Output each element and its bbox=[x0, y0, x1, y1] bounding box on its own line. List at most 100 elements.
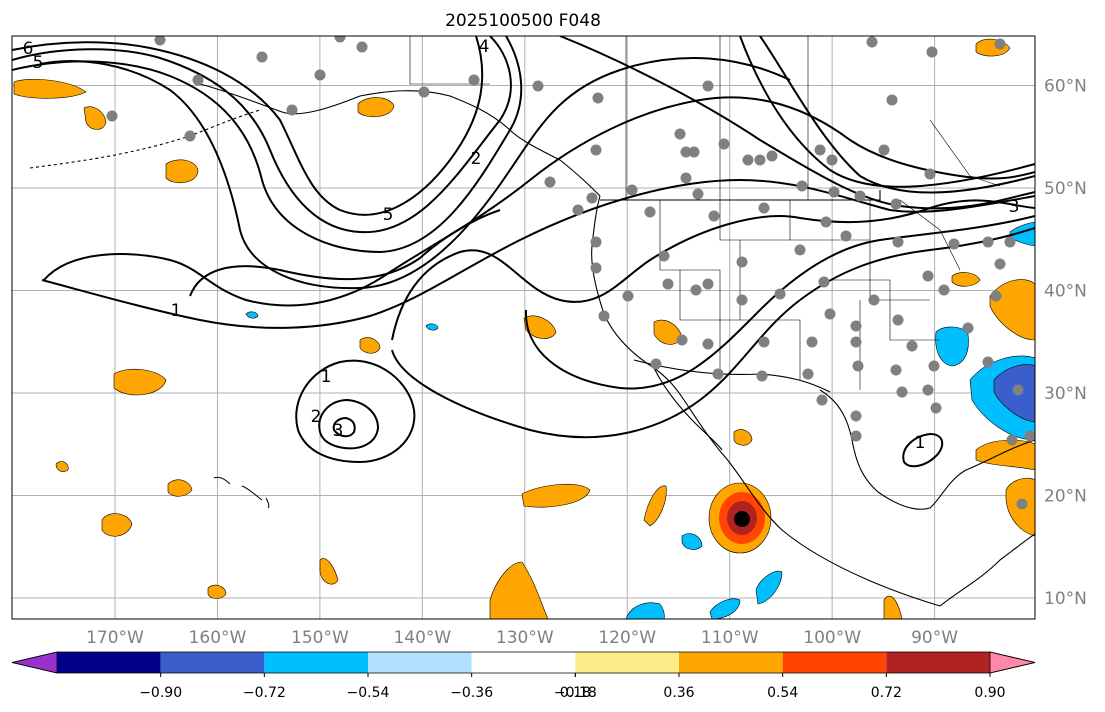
station-dot bbox=[922, 384, 934, 396]
station-dot bbox=[796, 180, 808, 192]
station-dot bbox=[690, 284, 702, 296]
station-dot bbox=[794, 244, 806, 256]
lat-tick-label: 50°N bbox=[1044, 179, 1087, 199]
station-dot bbox=[990, 290, 1002, 302]
station-dot bbox=[192, 74, 204, 86]
station-dot bbox=[828, 186, 840, 198]
station-dot bbox=[816, 394, 828, 406]
map-area: 1 1 1 2 2 3 3 4 5 5 6 bbox=[12, 36, 1035, 619]
lon-tick-label: 90°W bbox=[911, 628, 958, 648]
contour-lines bbox=[12, 36, 1035, 468]
lon-tick-label: 150°W bbox=[291, 628, 349, 648]
contour-label: 1 bbox=[915, 433, 926, 453]
positive-anomaly bbox=[319, 558, 339, 585]
station-dot bbox=[712, 368, 724, 380]
positive-anomaly bbox=[55, 461, 69, 472]
station-dot bbox=[658, 250, 670, 262]
positive-anomaly bbox=[489, 561, 549, 619]
station-dot bbox=[590, 144, 602, 156]
station-dot bbox=[754, 154, 766, 166]
positive-anomaly bbox=[975, 439, 1035, 471]
lon-tick-label: 100°W bbox=[803, 628, 861, 648]
station-dot bbox=[866, 36, 878, 48]
colorbar-extend-min bbox=[11, 651, 58, 674]
colorbar-segment bbox=[471, 652, 576, 673]
station-dot bbox=[922, 270, 934, 282]
station-dot bbox=[544, 176, 556, 188]
lon-tick-label: 120°W bbox=[598, 628, 656, 648]
station-dot bbox=[806, 336, 818, 348]
colorbar-segment bbox=[679, 652, 783, 673]
station-dot bbox=[674, 128, 686, 140]
contour-label: 1 bbox=[321, 367, 332, 387]
colorbar-tick-label: 0.72 bbox=[871, 685, 902, 701]
contour-line bbox=[559, 36, 1035, 210]
negative-anomaly bbox=[681, 533, 703, 550]
central-america bbox=[939, 533, 1035, 607]
station-dot bbox=[886, 94, 898, 106]
station-dot bbox=[1024, 430, 1035, 442]
station-dot bbox=[758, 202, 770, 214]
latitude-labels: 10°N 20°N 30°N 40°N 50°N 60°N bbox=[1044, 77, 1087, 610]
aleutians bbox=[29, 109, 261, 169]
lon-tick-label: 140°W bbox=[393, 628, 451, 648]
station-dot bbox=[622, 290, 634, 302]
lat-tick-label: 10°N bbox=[1044, 589, 1087, 609]
colorbar-tick-label: 0.90 bbox=[974, 685, 1005, 701]
colorbar-tick-label: 0.18 bbox=[560, 685, 591, 701]
station-dot bbox=[736, 256, 748, 268]
station-dot bbox=[592, 92, 604, 104]
station-dot bbox=[742, 154, 754, 166]
station-dot bbox=[286, 104, 298, 116]
station-dot bbox=[736, 294, 748, 306]
station-dot bbox=[468, 74, 480, 86]
lat-tick-label: 30°N bbox=[1044, 384, 1087, 404]
station-dot bbox=[184, 130, 196, 142]
station-dot bbox=[850, 320, 862, 332]
colorbar-segment bbox=[575, 652, 679, 673]
positive-anomaly bbox=[359, 337, 381, 354]
contour-label: 1 bbox=[171, 301, 182, 321]
station-dot bbox=[1006, 434, 1018, 446]
positive-anomaly bbox=[643, 485, 667, 527]
station-dot bbox=[662, 278, 674, 290]
positive-anomaly bbox=[113, 368, 167, 396]
map-frame bbox=[11, 35, 1036, 620]
station-dot bbox=[356, 41, 368, 53]
station-dot bbox=[818, 276, 830, 288]
contour-label: 2 bbox=[471, 149, 482, 169]
station-dot bbox=[826, 154, 838, 166]
positive-anomaly bbox=[357, 97, 395, 118]
lon-tick-label: 160°W bbox=[189, 628, 247, 648]
station-dot bbox=[850, 410, 862, 422]
station-dot bbox=[532, 80, 544, 92]
lat-tick-label: 20°N bbox=[1044, 487, 1087, 507]
station-dot bbox=[650, 358, 662, 370]
station-dot bbox=[702, 278, 714, 290]
chart-title: 2025100500 F048 bbox=[445, 11, 601, 31]
station-dot bbox=[766, 150, 778, 162]
negative-anomaly bbox=[709, 598, 741, 619]
station-dot bbox=[930, 402, 942, 414]
station-dot bbox=[256, 51, 268, 63]
station-dot bbox=[896, 386, 908, 398]
colorbar-tick-label: 0.54 bbox=[767, 685, 798, 701]
positive-anomaly bbox=[165, 159, 199, 184]
station-dot bbox=[994, 38, 1006, 50]
colorbar-segment bbox=[57, 652, 161, 673]
contour-line bbox=[12, 36, 512, 234]
station-dot bbox=[878, 144, 890, 156]
contour-labels: 1 1 1 2 2 3 3 4 5 5 6 bbox=[23, 37, 1020, 453]
contour-label: 4 bbox=[479, 37, 490, 57]
positive-anomaly bbox=[951, 272, 981, 287]
station-dot bbox=[948, 238, 960, 250]
hawaii bbox=[213, 477, 270, 509]
colorbar-segment bbox=[160, 652, 265, 673]
station-dot bbox=[994, 258, 1006, 270]
station-dot bbox=[926, 46, 938, 58]
station-dot bbox=[756, 370, 768, 382]
station-dot bbox=[676, 334, 688, 346]
contour-line bbox=[295, 359, 416, 464]
colorbar-tick-label: −0.72 bbox=[243, 685, 286, 701]
station-dot bbox=[1016, 498, 1028, 510]
